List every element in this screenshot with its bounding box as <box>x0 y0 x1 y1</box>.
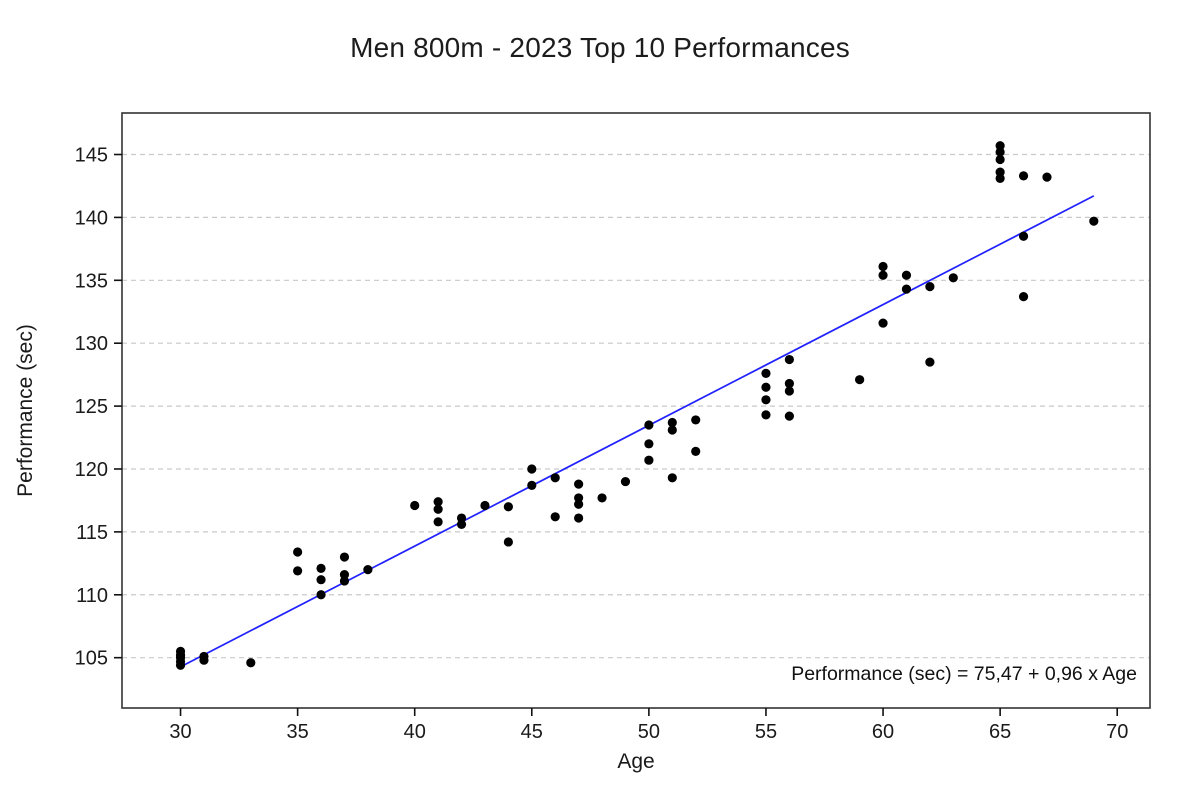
data-point <box>644 439 654 449</box>
data-point <box>339 570 350 580</box>
x-axis-tick-label: 35 <box>287 721 309 743</box>
data-point <box>433 517 443 527</box>
x-axis-tick-label: 40 <box>404 721 426 743</box>
data-point <box>995 147 1005 157</box>
data-point <box>784 386 794 396</box>
data-point <box>456 513 467 523</box>
data-point <box>503 537 513 547</box>
data-point <box>1042 172 1052 182</box>
data-point <box>175 660 186 670</box>
data-point <box>574 479 584 489</box>
x-axis-tick-label: 70 <box>1106 721 1128 743</box>
data-point <box>597 493 607 503</box>
data-point <box>410 500 420 511</box>
gridlines <box>122 153 1150 659</box>
plot-border <box>121 112 1151 709</box>
data-point <box>995 173 1005 184</box>
y-axis-tick-label: 135 <box>75 270 108 292</box>
y-axis-title: Performance (sec) <box>14 324 37 497</box>
chart-title: Men 800m - 2023 Top 10 Performances <box>350 32 850 63</box>
data-point <box>1018 231 1029 241</box>
data-point <box>503 502 513 512</box>
data-point <box>878 318 888 328</box>
data-point <box>644 455 654 465</box>
x-axis-title: Age <box>617 750 654 773</box>
data-point <box>1089 216 1099 226</box>
data-point <box>574 513 584 523</box>
data-point <box>574 499 584 509</box>
data-point <box>761 382 771 392</box>
y-axis-tick-label: 140 <box>75 207 108 229</box>
data-point <box>901 270 912 280</box>
y-axis-tick-label: 145 <box>75 145 108 167</box>
data-point <box>550 473 560 483</box>
data-point <box>1018 171 1029 181</box>
data-point <box>925 357 935 367</box>
x-axis-tick-label: 50 <box>638 721 660 743</box>
data-point <box>527 480 537 490</box>
data-point <box>316 590 326 600</box>
data-point <box>691 446 701 456</box>
data-point <box>527 464 537 474</box>
data-point <box>1018 292 1029 302</box>
data-point <box>339 552 350 562</box>
x-axis-tick-label: 65 <box>989 721 1011 743</box>
data-point <box>199 655 209 665</box>
y-axis-tick-label: 105 <box>75 648 108 670</box>
data-point <box>784 354 794 365</box>
data-point <box>948 273 958 283</box>
data-point <box>620 476 631 487</box>
data-point <box>878 261 888 272</box>
data-point <box>784 411 794 421</box>
y-axis-tick-label: 120 <box>75 459 108 481</box>
data-point <box>339 576 350 586</box>
data-point <box>433 504 443 514</box>
data-point <box>855 375 865 385</box>
data-point <box>293 566 303 576</box>
data-point <box>667 425 677 435</box>
x-axis: 30 35 40 45 50 55 60 65 70 <box>169 708 1128 743</box>
x-axis-tick-label: 55 <box>755 721 777 743</box>
regression-line <box>182 195 1095 667</box>
x-axis-tick-label: 60 <box>872 721 894 743</box>
data-point <box>293 547 303 557</box>
y-axis-tick-label: 110 <box>76 585 108 607</box>
regression-equation-label: Performance (sec) = 75,47 + 0,96 x Age <box>791 663 1137 685</box>
data-point <box>667 473 677 483</box>
y-axis: 105 110 115 120 125 130 135 140 145 <box>75 145 122 670</box>
y-axis-tick-label: 130 <box>75 333 108 355</box>
data-point <box>667 417 677 428</box>
y-axis-tick-label: 115 <box>76 522 108 544</box>
data-points <box>175 141 1099 670</box>
data-point <box>995 141 1005 151</box>
data-point <box>995 167 1005 177</box>
data-point <box>456 519 467 529</box>
data-point <box>691 415 701 425</box>
y-axis-tick-label: 125 <box>75 396 108 418</box>
data-point <box>316 575 326 585</box>
x-axis-tick-label: 45 <box>521 721 543 743</box>
data-point <box>550 512 560 522</box>
data-point <box>901 284 912 294</box>
data-point <box>784 378 794 389</box>
data-point <box>761 410 771 420</box>
data-point <box>480 500 490 511</box>
data-point <box>925 281 935 292</box>
data-point <box>574 493 584 503</box>
x-axis-tick-label: 30 <box>169 721 191 743</box>
data-point <box>644 420 654 430</box>
data-point <box>761 395 771 405</box>
data-point <box>878 270 888 280</box>
data-point <box>433 497 443 507</box>
data-point <box>316 563 326 573</box>
data-point <box>246 658 256 668</box>
data-point <box>995 154 1005 165</box>
data-point <box>761 368 771 378</box>
data-point <box>363 565 373 575</box>
